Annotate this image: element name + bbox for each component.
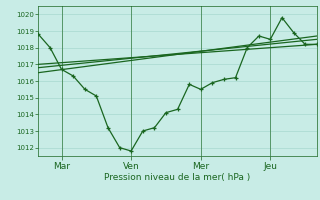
X-axis label: Pression niveau de la mer( hPa ): Pression niveau de la mer( hPa ) [104, 173, 251, 182]
